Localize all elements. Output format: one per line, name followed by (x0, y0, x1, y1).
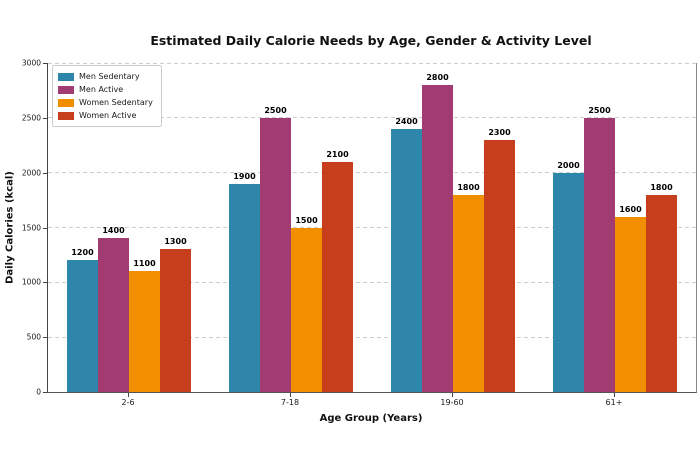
bar-61+-men-active (584, 117, 615, 392)
bar-2-6-women-sedentary (129, 271, 160, 392)
bar-value-label: 1800 (457, 182, 480, 192)
y-tick-mark (43, 392, 47, 393)
legend-swatch-icon (58, 98, 74, 107)
bar-value-label: 1100 (133, 259, 156, 269)
gridline-2000 (48, 172, 696, 174)
legend-swatch-icon (58, 111, 74, 120)
legend-item-women-active: Women Active (58, 109, 153, 122)
chart-title: Estimated Daily Calorie Needs by Age, Ge… (150, 33, 592, 48)
y-tick-label: 0 (36, 387, 41, 397)
legend-swatch-icon (58, 72, 74, 81)
legend-items: Men Sedentary Men Active Women Sedentary Wo… (58, 70, 153, 122)
legend-item-men-active: Men Active (58, 83, 153, 96)
legend-label: Men Active (79, 85, 124, 94)
y-tick-mark (43, 63, 47, 64)
y-tick-mark (43, 227, 47, 229)
y-tick-label: 2500 (21, 113, 41, 123)
bar-61+-men-sedentary (553, 172, 584, 392)
bar-value-label: 2000 (557, 160, 580, 170)
bar-61+-women-sedentary (615, 216, 646, 392)
x-tick-label-7-18: 7-18 (280, 398, 300, 407)
y-tick-label: 1000 (21, 277, 41, 287)
gridline-3000 (48, 62, 696, 64)
x-tick-label-61+: 61+ (605, 398, 623, 407)
bar-2-6-women-active (160, 249, 191, 392)
bar-value-label: 1200 (71, 248, 94, 258)
plot-area: 1200 1400 1100 1300 1900 2500 1500 2100 2400 2800… (47, 62, 697, 393)
x-tick-label-19-60: 19-60 (440, 398, 464, 407)
bar-19-60-women-active (484, 139, 515, 392)
bar-19-60-women-sedentary (453, 194, 484, 392)
y-tick-mark (43, 282, 47, 284)
legend-label: Women Active (79, 111, 137, 120)
bar-value-label: 2100 (326, 149, 349, 159)
x-tick-mark (452, 393, 453, 397)
y-tick-mark (43, 172, 47, 174)
bar-61+-women-active (646, 194, 677, 392)
bar-value-label: 2800 (426, 72, 449, 82)
bar-2-6-men-sedentary (67, 260, 98, 392)
gridline-2500 (48, 117, 696, 119)
bar-19-60-men-sedentary (391, 128, 422, 392)
bar-value-label: 2300 (488, 127, 511, 137)
legend-label: Women Sedentary (79, 98, 153, 107)
bar-value-label: 2500 (264, 105, 287, 115)
bar-value-label: 2400 (395, 116, 418, 126)
bar-value-label: 1800 (650, 182, 673, 192)
y-tick-mark (43, 337, 47, 339)
legend-swatch-icon (58, 85, 74, 94)
y-tick-label: 2000 (21, 168, 41, 178)
bar-value-label: 1500 (295, 215, 318, 225)
bar-value-label: 1400 (102, 226, 125, 236)
gridline-1000 (48, 281, 696, 283)
legend-item-women-sedentary: Women Sedentary (58, 96, 153, 109)
legend-item-men-sedentary: Men Sedentary (58, 70, 153, 83)
bar-value-label: 2500 (588, 105, 611, 115)
x-axis-label: Age Group (Years) (319, 413, 423, 424)
bar-7-18-men-sedentary (229, 183, 260, 392)
x-tick-mark (128, 393, 129, 397)
bar-value-label: 1300 (164, 237, 187, 247)
bar-value-label: 1600 (619, 204, 642, 214)
bar-7-18-men-active (260, 117, 291, 392)
bar-value-label: 1900 (233, 171, 256, 181)
x-tick-label-2-6: 2-6 (121, 398, 135, 407)
legend-label: Men Sedentary (79, 72, 140, 81)
legend: Men Sedentary Men Active Women Sedentary Wo… (52, 65, 162, 127)
bar-19-60-men-active (422, 84, 453, 392)
y-tick-label: 3000 (21, 58, 41, 68)
x-tick-mark (614, 393, 615, 397)
y-tick-label: 500 (26, 332, 41, 342)
gridline-500 (48, 336, 696, 338)
y-tick-mark (43, 117, 47, 119)
y-tick-label: 1500 (21, 223, 41, 232)
bar-2-6-men-active (98, 238, 129, 392)
bar-7-18-women-active (322, 161, 353, 392)
gridline-1500 (48, 227, 696, 228)
bar-7-18-women-sedentary (291, 227, 322, 392)
x-tick-mark (290, 393, 291, 397)
